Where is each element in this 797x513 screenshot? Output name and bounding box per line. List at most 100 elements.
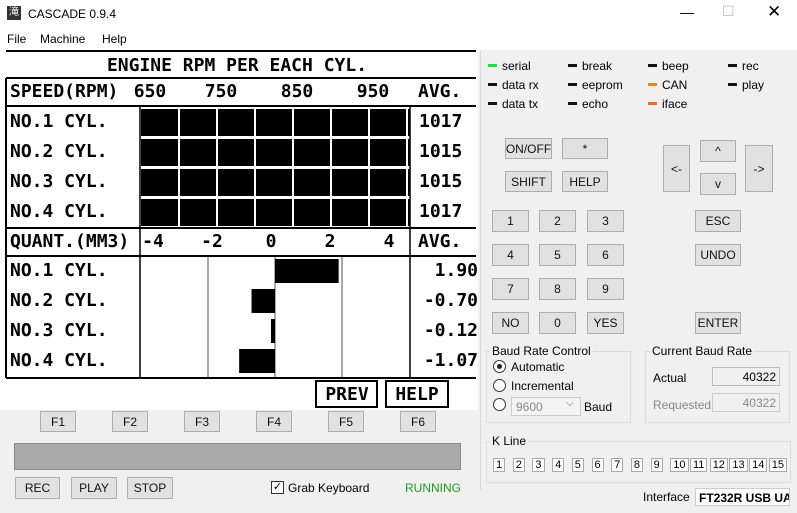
radio-dot: [497, 364, 502, 369]
unit-label: Baud: [584, 400, 613, 414]
k-line-channel[interactable]: 7: [611, 458, 624, 472]
k-line-channel[interactable]: 9: [650, 458, 663, 472]
arrow-key[interactable]: ->: [745, 145, 773, 192]
k-line-channel[interactable]: 5: [571, 458, 584, 472]
quantity-tick: -4: [142, 231, 164, 252]
indicator-label: break: [582, 59, 613, 73]
radio[interactable]: [493, 379, 506, 392]
k-line-channel[interactable]: 2: [512, 458, 525, 472]
function-key[interactable]: F5: [328, 411, 364, 432]
keypad-key[interactable]: NO: [492, 312, 529, 334]
radio[interactable]: [493, 360, 506, 373]
key[interactable]: ON/OFF: [505, 138, 552, 159]
quantity-tick: 0: [266, 231, 277, 252]
indicator-led: [648, 83, 657, 86]
k-line-channel[interactable]: 14: [749, 458, 768, 472]
side-key[interactable]: UNDO: [695, 244, 741, 266]
indicator-label: rec: [742, 59, 759, 73]
group-title: Current Baud Rate: [650, 344, 755, 358]
quantity-bar: [251, 289, 275, 313]
keypad-key[interactable]: 5: [539, 244, 576, 266]
function-key[interactable]: F4: [256, 411, 292, 432]
keypad-key[interactable]: 3: [587, 210, 624, 232]
keypad-key[interactable]: 9: [587, 278, 624, 300]
k-line-channel[interactable]: 15: [768, 458, 788, 472]
k-line-channel[interactable]: 1: [493, 458, 506, 472]
keypad-key[interactable]: 2: [539, 210, 576, 232]
keypad-key[interactable]: 6: [587, 244, 624, 266]
combo-arrow[interactable]: ⌵: [566, 398, 574, 409]
interface-value: FT232R USB UART: [695, 488, 790, 506]
side-key[interactable]: ENTER: [695, 312, 741, 334]
function-key[interactable]: F1: [40, 411, 76, 432]
function-key[interactable]: F6: [400, 411, 436, 432]
indicator-led: [728, 64, 737, 67]
control-button[interactable]: REC: [15, 477, 60, 499]
indicator-label: beep: [662, 59, 689, 73]
rpm-average: 1017: [419, 111, 462, 132]
function-key[interactable]: F3: [184, 411, 220, 432]
cylinder-label: NO.2 CYL.: [10, 290, 108, 311]
indicator-led: [488, 64, 497, 67]
combo-box[interactable]: 9600: [511, 397, 581, 416]
key[interactable]: HELP: [562, 171, 608, 192]
k-line-channel[interactable]: 10: [670, 458, 689, 472]
control-button[interactable]: STOP: [127, 477, 173, 499]
quantity-average: -0.70: [424, 290, 478, 311]
indicator-led: [728, 83, 737, 86]
maximize[interactable]: ☐: [722, 3, 735, 19]
rpm-average: 1017: [419, 201, 462, 222]
menu-item[interactable]: File: [7, 32, 27, 46]
minimize[interactable]: —: [680, 4, 694, 20]
k-line-channel[interactable]: 8: [630, 458, 644, 472]
indicator-label: eeprom: [582, 78, 623, 92]
k-line-channel[interactable]: 12: [709, 458, 728, 472]
arrow-key[interactable]: <-: [663, 145, 690, 192]
arrow-key[interactable]: ^: [700, 140, 736, 162]
group-title: Baud Rate Control: [490, 344, 593, 358]
menu-item[interactable]: Help: [102, 32, 127, 46]
rpm-bar: [141, 169, 410, 196]
keypad-key[interactable]: 1: [492, 210, 529, 232]
keypad-key[interactable]: 7: [492, 278, 529, 300]
keypad-key[interactable]: 4: [492, 244, 529, 266]
keypad-key[interactable]: 0: [539, 312, 576, 334]
k-line-channel[interactable]: 11: [690, 458, 708, 472]
indicator-led: [648, 64, 657, 67]
k-line-channel[interactable]: 3: [532, 458, 545, 472]
k-line-channel[interactable]: 13: [729, 458, 748, 472]
control-button[interactable]: PLAY: [71, 477, 117, 499]
close[interactable]: ✕: [767, 2, 782, 21]
key[interactable]: *: [562, 138, 608, 159]
keypad-key[interactable]: 8: [539, 278, 576, 300]
lcd-title: ENGINE RPM PER EACH CYL.: [107, 55, 367, 76]
avg-label: AVG.: [418, 81, 461, 102]
quantity-average: -1.07: [424, 350, 478, 371]
lcd-button: PREV: [325, 384, 369, 405]
arrow-key[interactable]: v: [700, 173, 736, 195]
cylinder-label: NO.4 CYL.: [10, 350, 108, 371]
checkbox[interactable]: ✓: [271, 481, 284, 494]
side-key[interactable]: ESC: [695, 210, 741, 232]
lcd-display: ENGINE RPM PER EACH CYL. SPEED(RPM) AVG. 65…: [0, 50, 478, 410]
quantity-tick: -2: [201, 231, 223, 252]
keypad-key[interactable]: YES: [587, 312, 624, 334]
menu-item[interactable]: Machine: [40, 32, 86, 46]
field-label: Requested: [653, 398, 712, 412]
k-line-channel[interactable]: 4: [552, 458, 565, 472]
k-line-channel[interactable]: 6: [591, 458, 604, 472]
rpm-tick: 950: [357, 81, 390, 102]
function-key[interactable]: F2: [112, 411, 148, 432]
lcd-button-frame: [385, 380, 449, 408]
key[interactable]: SHIFT: [505, 171, 552, 192]
separator: [480, 50, 481, 490]
indicator-led: [568, 64, 577, 67]
menu-bar: File Machine Help: [0, 28, 797, 50]
interface-label: Interface: [643, 490, 690, 504]
indicator-label: CAN: [662, 78, 688, 92]
quantity-average: -0.12: [424, 320, 478, 341]
quantity-tick: 2: [325, 231, 336, 252]
cylinder-label: NO.3 CYL.: [10, 320, 108, 341]
radio[interactable]: [493, 398, 506, 411]
lcd-button-frame: [315, 380, 378, 408]
